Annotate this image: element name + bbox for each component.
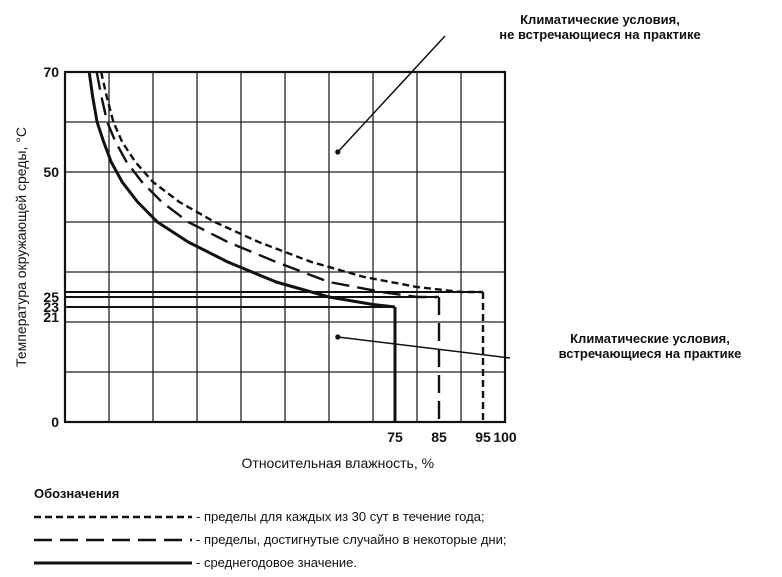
annotation-text: Климатические условия, bbox=[520, 12, 680, 27]
legend-label: - пределы для каждых из 30 сут в течение… bbox=[196, 509, 485, 524]
annotation-marker bbox=[335, 149, 341, 155]
series-thirty_day bbox=[65, 71, 485, 422]
annotation-leader-line bbox=[337, 336, 511, 359]
y-tick-label: 21 bbox=[43, 309, 59, 325]
series-some_days bbox=[65, 71, 441, 422]
y-tick-label: 25 bbox=[43, 289, 59, 305]
x-tick-label: 100 bbox=[493, 429, 517, 445]
y-axis-label: Температура окружающей среды, °C bbox=[13, 127, 29, 367]
legend-label: - среднегодовое значение. bbox=[196, 555, 357, 570]
x-axis-label: Относительная влажность, % bbox=[242, 455, 435, 471]
x-tick-label: 75 bbox=[387, 429, 403, 445]
annotation-text: встречающиеся на практике bbox=[559, 346, 742, 361]
series-annual_mean bbox=[65, 71, 397, 422]
series-curve-annual_mean bbox=[87, 71, 396, 309]
annotation-marker bbox=[335, 334, 341, 340]
annotation-top: Климатические условия,не встречающиеся н… bbox=[335, 12, 701, 155]
y-tick-label: 0 bbox=[51, 414, 59, 430]
annotation-leader-line bbox=[337, 35, 446, 153]
x-tick-label: 95 bbox=[475, 429, 491, 445]
legend-label: - пределы, достигнутые случайно в некото… bbox=[196, 532, 506, 547]
series-curve-some_days bbox=[95, 71, 439, 299]
series-curve-thirty_day bbox=[99, 71, 483, 294]
annotation-bottom: Климатические условия,встречающиеся на п… bbox=[335, 331, 741, 361]
y-tick-label: 50 bbox=[43, 164, 59, 180]
annotation-text: не встречающиеся на практике bbox=[499, 27, 700, 42]
y-tick-label: 70 bbox=[43, 64, 59, 80]
annotation-text: Климатические условия, bbox=[570, 331, 730, 346]
x-tick-label: 85 bbox=[431, 429, 447, 445]
legend-title: Обозначения bbox=[34, 486, 119, 501]
grid bbox=[63, 70, 507, 424]
legend: Обозначения - пределы для каждых из 30 су… bbox=[34, 486, 506, 570]
y-tick-label: 23 bbox=[43, 299, 59, 315]
plot-frame bbox=[63, 70, 507, 424]
